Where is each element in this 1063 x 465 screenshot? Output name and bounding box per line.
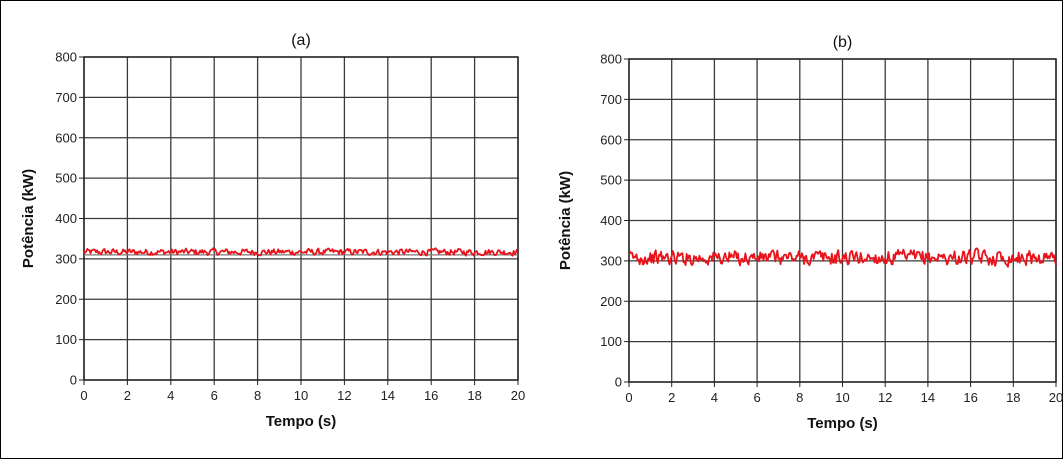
x-tick-label: 14 [381, 388, 395, 403]
y-tick-label: 800 [55, 50, 77, 65]
y-tick-label: 200 [600, 294, 622, 309]
x-tick-label: 2 [124, 388, 131, 403]
chart-b-svg: 0 100 200 300 400 500 600 700 800 0 2 4 6 8 10 12 14 16 18… [557, 34, 1063, 432]
x-tick-label: 16 [963, 390, 977, 405]
y-tick-label: 600 [600, 132, 622, 147]
y-tick-label: 300 [600, 253, 622, 268]
chart-title: (b) [833, 34, 853, 51]
x-tick-label: 0 [625, 390, 632, 405]
x-tick-label: 18 [467, 388, 481, 403]
x-tick-label: 20 [1049, 390, 1063, 405]
y-axis-label: Potência (kW) [557, 171, 574, 270]
y-tick-label: 300 [55, 251, 77, 266]
y-tick-label: 100 [55, 332, 77, 347]
x-tick-label: 20 [511, 388, 525, 403]
y-tick-label: 100 [600, 334, 622, 349]
chart-a-svg: 0 100 200 300 400 500 600 700 800 0 2 4 6 8 10 12 14 16 18… [20, 32, 525, 430]
y-tick-label: 500 [55, 171, 77, 186]
x-tick-label: 4 [711, 390, 718, 405]
x-tick-label: 12 [337, 388, 351, 403]
x-tick-label: 10 [294, 388, 308, 403]
x-axis-label: Tempo (s) [266, 413, 337, 430]
x-axis-label: Tempo (s) [807, 415, 878, 432]
x-tick-label: 18 [1006, 390, 1020, 405]
y-tick-label: 200 [55, 292, 77, 307]
x-tick-label: 6 [753, 390, 760, 405]
chart-panel-a: 0 100 200 300 400 500 600 700 800 0 2 4 6 8 10 12 14 16 18… [1, 1, 534, 460]
chart-panel-b: 0 100 200 300 400 500 600 700 800 0 2 4 6 8 10 12 14 16 18… [546, 1, 1063, 460]
y-tick-label: 400 [55, 211, 77, 226]
y-tick-label: 500 [600, 173, 622, 188]
x-tick-label: 8 [796, 390, 803, 405]
x-tick-label: 14 [921, 390, 935, 405]
x-tick-label: 12 [878, 390, 892, 405]
y-tick-label: 700 [600, 92, 622, 107]
y-tick-label: 600 [55, 130, 77, 145]
chart-title: (a) [291, 32, 311, 49]
y-tick-label: 800 [600, 52, 622, 67]
y-tick-label: 400 [600, 213, 622, 228]
x-tick-label: 4 [167, 388, 174, 403]
x-tick-label: 8 [254, 388, 261, 403]
x-tick-label: 6 [211, 388, 218, 403]
y-tick-label: 0 [615, 375, 622, 390]
series-line [83, 247, 519, 257]
y-tick-label: 700 [55, 90, 77, 105]
y-tick-label: 0 [70, 373, 77, 388]
x-tick-label: 2 [668, 390, 675, 405]
y-axis-label: Potência (kW) [20, 169, 37, 268]
x-tick-label: 16 [424, 388, 438, 403]
x-tick-label: 10 [835, 390, 849, 405]
series-line [628, 247, 1057, 268]
x-tick-label: 0 [80, 388, 87, 403]
